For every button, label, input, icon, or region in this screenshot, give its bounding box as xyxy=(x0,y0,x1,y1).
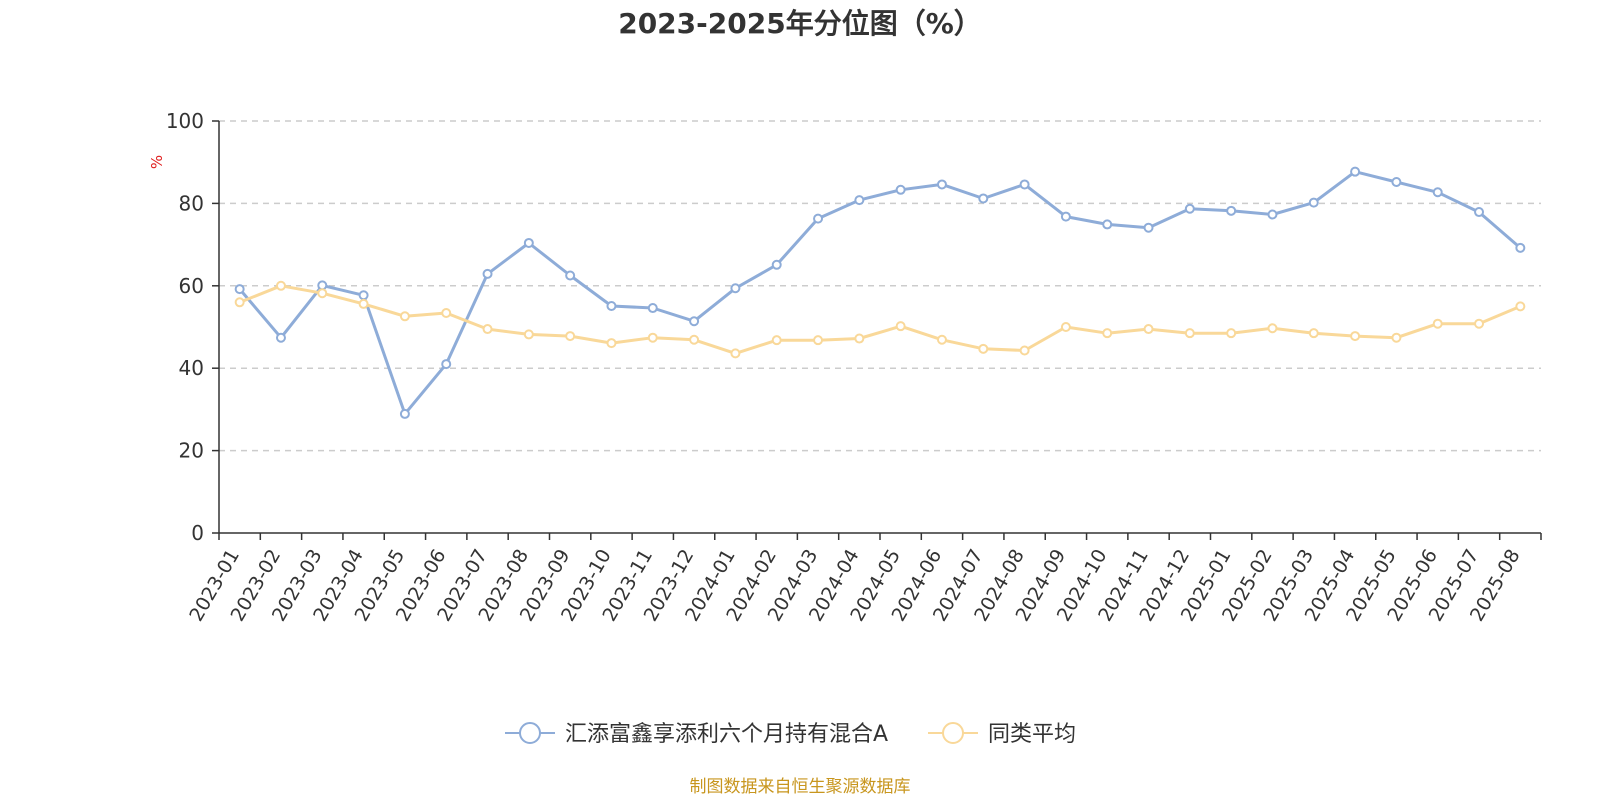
data-point[interactable] xyxy=(565,270,576,281)
data-point[interactable] xyxy=(730,283,741,294)
y-tick-label: 0 xyxy=(191,521,204,545)
data-point[interactable] xyxy=(1432,318,1443,329)
y-tick-label: 40 xyxy=(179,356,204,380)
data-point[interactable] xyxy=(317,288,328,299)
data-point[interactable] xyxy=(1308,328,1319,339)
data-point[interactable] xyxy=(1515,301,1526,312)
data-point[interactable] xyxy=(1184,203,1195,214)
data-point[interactable] xyxy=(771,259,782,270)
data-point[interactable] xyxy=(1019,345,1030,356)
legend-marker xyxy=(942,722,964,744)
y-tick-label: 20 xyxy=(179,439,204,463)
data-point[interactable] xyxy=(1391,332,1402,343)
y-tick-label: 60 xyxy=(179,274,204,298)
data-point[interactable] xyxy=(1391,176,1402,187)
data-point[interactable] xyxy=(1226,328,1237,339)
data-point[interactable] xyxy=(399,408,410,419)
data-point[interactable] xyxy=(730,348,741,359)
data-point[interactable] xyxy=(689,316,700,327)
series-layer xyxy=(234,166,1526,419)
y-tick-label: 100 xyxy=(166,109,204,133)
data-point[interactable] xyxy=(1060,211,1071,222)
data-point[interactable] xyxy=(854,333,865,344)
data-point[interactable] xyxy=(647,303,658,314)
legend-label: 汇添富鑫享添利六个月持有混合A xyxy=(565,722,888,747)
data-point[interactable] xyxy=(813,213,824,224)
data-point[interactable] xyxy=(936,179,947,190)
data-point[interactable] xyxy=(978,193,989,204)
data-point[interactable] xyxy=(565,331,576,342)
data-point[interactable] xyxy=(978,343,989,354)
data-point[interactable] xyxy=(523,329,534,340)
grid-lines xyxy=(219,120,1541,452)
legend-label: 同类平均 xyxy=(988,722,1076,747)
data-point[interactable] xyxy=(606,338,617,349)
legend-marker xyxy=(519,722,541,744)
data-point[interactable] xyxy=(1184,328,1195,339)
legend-item-0[interactable]: 汇添富鑫享添利六个月持有混合A xyxy=(505,722,888,747)
data-point[interactable] xyxy=(234,297,245,308)
series-0 xyxy=(234,166,1526,419)
data-point[interactable] xyxy=(275,332,286,343)
data-point[interactable] xyxy=(234,284,245,295)
data-point[interactable] xyxy=(606,300,617,311)
data-point[interactable] xyxy=(1474,318,1485,329)
data-point[interactable] xyxy=(1143,222,1154,233)
data-point[interactable] xyxy=(399,311,410,322)
data-point[interactable] xyxy=(358,290,369,301)
data-point[interactable] xyxy=(1350,166,1361,177)
data-point[interactable] xyxy=(482,268,493,279)
y-tick-label: 80 xyxy=(179,191,204,215)
y-axis-unit: % xyxy=(148,155,166,169)
data-point[interactable] xyxy=(1350,331,1361,342)
data-point[interactable] xyxy=(441,359,452,370)
data-point[interactable] xyxy=(895,184,906,195)
legend-item-1[interactable]: 同类平均 xyxy=(928,722,1076,747)
data-point[interactable] xyxy=(813,335,824,346)
data-point[interactable] xyxy=(317,280,328,291)
data-point[interactable] xyxy=(1060,322,1071,332)
data-point[interactable] xyxy=(936,334,947,345)
data-point[interactable] xyxy=(854,195,865,206)
data-point[interactable] xyxy=(689,334,700,345)
data-point[interactable] xyxy=(895,321,906,332)
data-point[interactable] xyxy=(1308,197,1319,208)
series-line xyxy=(239,284,1521,355)
source-note: 制图数据来自恒生聚源数据库 xyxy=(690,777,911,797)
data-point[interactable] xyxy=(482,324,493,335)
data-point[interactable] xyxy=(771,335,782,346)
data-point[interactable] xyxy=(1474,207,1485,218)
data-point[interactable] xyxy=(1515,242,1526,253)
data-point[interactable] xyxy=(275,280,286,291)
data-point[interactable] xyxy=(1226,205,1237,216)
data-point[interactable] xyxy=(1019,179,1030,190)
legend[interactable]: 汇添富鑫享添利六个月持有混合A 同类平均 xyxy=(505,722,1076,747)
data-point[interactable] xyxy=(1432,187,1443,198)
data-point[interactable] xyxy=(523,237,534,248)
data-point[interactable] xyxy=(1102,328,1113,339)
data-point[interactable] xyxy=(647,332,658,343)
data-point[interactable] xyxy=(1267,209,1278,220)
series-1 xyxy=(234,280,1526,359)
data-point[interactable] xyxy=(1102,219,1113,230)
data-point[interactable] xyxy=(1143,324,1154,335)
data-point[interactable] xyxy=(358,298,369,309)
series-line xyxy=(238,170,1522,416)
data-point[interactable] xyxy=(1267,323,1278,334)
data-point[interactable] xyxy=(441,307,452,318)
chart-title: 2023-2025年分位图（%） xyxy=(618,7,982,40)
